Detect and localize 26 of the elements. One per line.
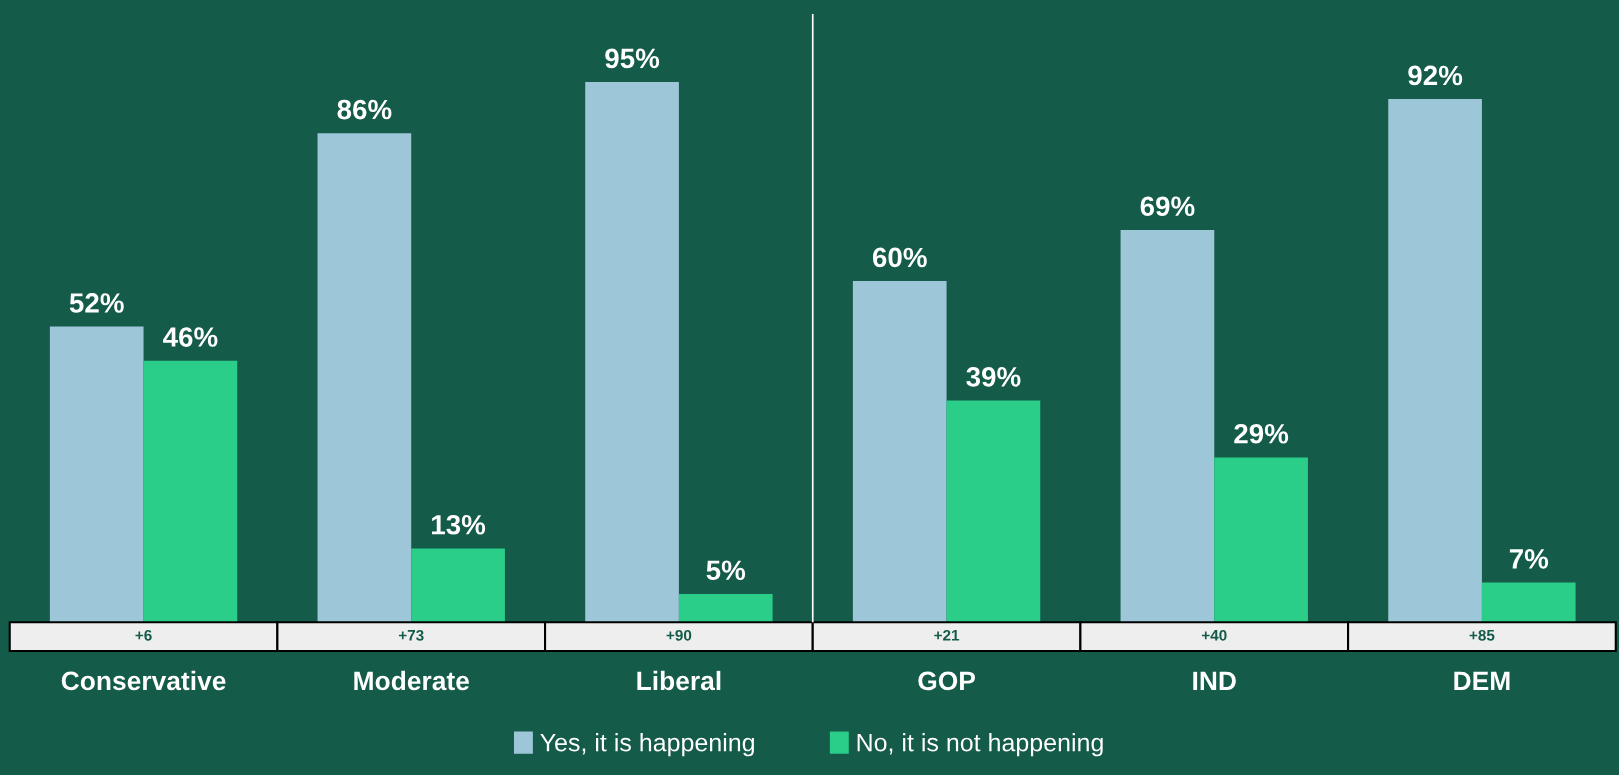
data-label: 95% xyxy=(605,48,660,69)
data-label: 60% xyxy=(872,247,927,268)
x-tick-label: Conservative xyxy=(61,670,226,691)
data-label: 39% xyxy=(966,367,1021,387)
data-label: 69% xyxy=(1140,196,1195,217)
x-tick-label: GOP xyxy=(918,671,975,691)
data-label: 5% xyxy=(706,560,746,581)
data-label: 13% xyxy=(432,514,486,535)
data-label: 7% xyxy=(1509,549,1549,569)
x-tick-label: Liberal xyxy=(637,670,721,691)
text: +6 xyxy=(135,629,152,641)
data-label: 86% xyxy=(337,99,392,120)
data-label: 92% xyxy=(1408,65,1463,86)
text: +21 xyxy=(934,629,960,641)
text: +40 xyxy=(1201,629,1227,641)
text: +85 xyxy=(1469,629,1495,641)
x-tick-label: IND xyxy=(1193,671,1236,690)
legend-label: No, it is not happening xyxy=(857,733,1103,757)
text: +90 xyxy=(666,629,692,641)
x-tick-label: DEM xyxy=(1454,671,1510,690)
data-label: 29% xyxy=(1234,423,1289,444)
x-tick-label: Moderate xyxy=(354,670,469,691)
data-label: 52% xyxy=(69,293,124,313)
text: +73 xyxy=(398,629,424,641)
data-label: 46% xyxy=(163,327,218,347)
legend-label: Yes, it is happening xyxy=(540,733,754,757)
